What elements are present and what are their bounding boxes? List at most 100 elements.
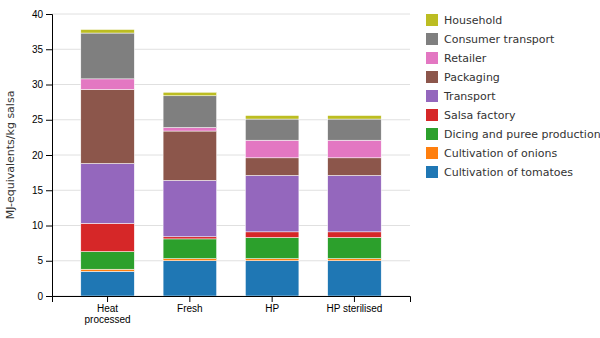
y-tick-mark <box>46 120 52 121</box>
bar-segment <box>328 237 381 258</box>
y-tick-mark <box>46 49 52 50</box>
bar-segment <box>163 128 216 132</box>
y-tick-label: 40 <box>32 9 44 20</box>
x-tick-label-line: Fresh <box>177 303 203 314</box>
bar-segment <box>245 140 298 158</box>
y-tick-mark <box>46 190 52 191</box>
y-tick: 20 <box>32 150 52 161</box>
legend-item: Dicing and puree production <box>426 128 600 141</box>
series <box>81 30 381 120</box>
legend-swatch <box>426 90 438 102</box>
x-tick-mark <box>189 296 190 302</box>
y-tick: 0 <box>37 291 52 302</box>
bar-segment <box>163 237 216 239</box>
x-tick: Heatprocessed <box>84 296 130 325</box>
chart: 0 5 10 15 20 25 30 35 40 Heatprocessed Fresh HP HP s… <box>0 0 600 338</box>
x-axis: Heatprocessed Fresh HP HP sterilised <box>53 296 411 325</box>
y-tick-label: 30 <box>32 79 44 90</box>
y-tick-mark <box>46 226 52 227</box>
legend-item: Transport <box>426 90 496 103</box>
y-tick-label: 10 <box>32 220 44 231</box>
series <box>81 33 381 140</box>
bar-segment <box>245 158 298 176</box>
bar-segment <box>328 119 381 140</box>
bar-segment <box>328 261 381 296</box>
x-tick-label: Fresh <box>177 303 203 314</box>
bar-segment <box>328 175 381 231</box>
y-tick-label: 15 <box>32 185 44 196</box>
y-tick-label: 20 <box>32 150 44 161</box>
legend-swatch <box>426 33 438 45</box>
y-tick-mark <box>46 261 52 262</box>
bar-segment <box>81 30 134 34</box>
bar-segment <box>328 158 381 176</box>
bar-segment <box>81 223 134 251</box>
bar-segment <box>245 261 298 296</box>
x-axis-line <box>53 297 411 303</box>
bar-segment <box>245 237 298 258</box>
legend-swatch <box>426 147 438 159</box>
bar-segment <box>81 269 134 271</box>
bar-segment <box>245 116 298 120</box>
x-tick-mark <box>272 296 273 302</box>
bar-segment <box>81 89 134 163</box>
x-tick-label-line: Heat <box>97 303 118 314</box>
legend-swatch <box>426 166 438 178</box>
legend-item: Cultivation of tomatoes <box>426 166 573 179</box>
legend-label: Salsa factory <box>444 109 516 122</box>
y-axis-line <box>46 15 53 297</box>
bars <box>81 30 381 296</box>
bar-segment <box>163 131 216 180</box>
legend-label: Consumer transport <box>444 33 555 46</box>
legend-item: Cultivation of onions <box>426 147 557 160</box>
bar-segment <box>328 140 381 158</box>
y-tick-mark <box>46 14 52 15</box>
y-tick: 35 <box>32 44 52 55</box>
y-tick-label: 25 <box>32 114 44 125</box>
y-tick-mark <box>46 85 52 86</box>
x-tick-label: Heatprocessed <box>84 303 130 325</box>
x-tick-label: HP sterilised <box>326 303 382 314</box>
x-tick: Fresh <box>177 296 203 314</box>
x-tick: HP sterilised <box>326 296 382 314</box>
x-tick-mark <box>354 296 355 302</box>
bar-segment <box>163 259 216 261</box>
y-tick: 30 <box>32 79 52 90</box>
bar-segment <box>328 232 381 238</box>
y-tick-label: 35 <box>32 44 44 55</box>
bar-segment <box>81 271 134 296</box>
bar-segment <box>245 259 298 261</box>
bar-segment <box>163 261 216 296</box>
legend-label: Retailer <box>444 52 487 65</box>
legend-label: Household <box>444 14 502 27</box>
x-tick-label-line: HP <box>265 303 279 314</box>
bar-segment <box>328 259 381 261</box>
legend-item: Packaging <box>426 71 500 84</box>
bar-segment <box>163 92 216 96</box>
y-axis: 0 5 10 15 20 25 30 35 40 <box>32 9 53 302</box>
legend-swatch <box>426 52 438 64</box>
bar-segment <box>163 96 216 128</box>
legend-item: Salsa factory <box>426 109 516 122</box>
bar-segment <box>245 175 298 231</box>
legend-swatch <box>426 128 438 140</box>
bar-segment <box>245 119 298 140</box>
y-tick-label: 5 <box>37 255 43 266</box>
y-tick-mark <box>46 155 52 156</box>
bar-segment <box>81 79 134 90</box>
x-tick-label-line: processed <box>84 314 130 325</box>
series <box>81 89 381 180</box>
bar-segment <box>328 116 381 120</box>
y-tick: 15 <box>32 185 52 196</box>
x-tick-label: HP <box>265 303 279 314</box>
y-tick-mark <box>46 296 52 297</box>
legend: Household Consumer transport Retailer Packa… <box>426 14 600 179</box>
legend-label: Dicing and puree production <box>444 128 600 141</box>
series <box>81 79 381 158</box>
legend-item: Retailer <box>426 52 487 65</box>
bar-segment <box>163 180 216 236</box>
y-axis-title: MJ-equivalents/kg salsa <box>4 91 17 220</box>
y-tick: 10 <box>32 220 52 231</box>
legend-swatch <box>426 71 438 83</box>
y-tick: 25 <box>32 114 52 125</box>
